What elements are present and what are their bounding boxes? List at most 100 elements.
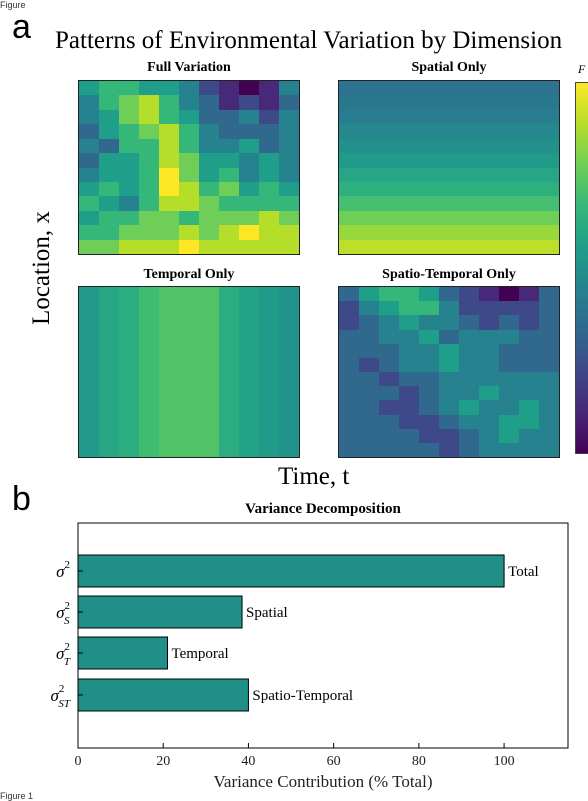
heatmap-cell bbox=[399, 196, 419, 211]
heatmap-cell bbox=[139, 343, 159, 358]
heatmap-cell bbox=[419, 239, 439, 254]
heatmap-cell bbox=[159, 153, 179, 168]
heatmap-cell bbox=[99, 124, 119, 139]
heatmap-cell bbox=[119, 95, 139, 110]
heatmap-cell bbox=[219, 239, 239, 254]
heatmap-cell bbox=[179, 343, 199, 358]
heatmap-cell bbox=[179, 428, 199, 443]
heatmap-cell bbox=[499, 109, 519, 125]
heatmap-cell bbox=[179, 287, 199, 302]
heatmap-cell bbox=[179, 196, 199, 211]
heatmap-cell bbox=[479, 167, 499, 182]
heatmap-cell bbox=[539, 442, 559, 457]
heatmap-cell bbox=[539, 210, 559, 226]
heatmap-cell bbox=[479, 124, 499, 139]
heatmap-cell bbox=[159, 81, 179, 96]
heatmap-cell bbox=[539, 153, 559, 168]
heatmap-cell bbox=[479, 442, 499, 457]
heatmap-cell bbox=[279, 138, 299, 154]
heatmap-cell bbox=[239, 210, 259, 226]
heatmap-cell bbox=[519, 442, 539, 457]
heatmap-cell bbox=[159, 414, 179, 429]
heatmap-cell bbox=[539, 329, 559, 344]
heatmap-cell bbox=[159, 124, 179, 139]
heatmap-cell bbox=[539, 428, 559, 443]
heatmap-cell bbox=[239, 301, 259, 316]
heatmap-cell bbox=[199, 109, 219, 125]
heatmap-cell bbox=[139, 95, 159, 110]
heatmap-cell bbox=[279, 225, 299, 240]
heatmap-cell bbox=[419, 287, 439, 302]
heatmap-cell bbox=[179, 225, 199, 240]
heatmap-cell bbox=[539, 400, 559, 415]
panel-a-xlabel: Time, t bbox=[278, 463, 350, 490]
heatmap-cell bbox=[179, 301, 199, 316]
heatmap-cell bbox=[459, 109, 479, 125]
heatmap-cell bbox=[399, 372, 419, 387]
heatmap-cell bbox=[219, 153, 239, 168]
heatmap-cell bbox=[259, 181, 279, 197]
variance-bar-chart: Variance Decomposition 0 20 40 60 80 100 Total… bbox=[50, 501, 569, 791]
heatmap-cell bbox=[179, 210, 199, 226]
heatmap-cell bbox=[479, 287, 499, 302]
heatmap-cell bbox=[99, 414, 119, 429]
heatmap-cell bbox=[239, 343, 259, 358]
heatmap-cell bbox=[399, 442, 419, 457]
heatmap-cell bbox=[139, 372, 159, 387]
heatmap-cell bbox=[119, 210, 139, 226]
heatmap-cell bbox=[199, 442, 219, 457]
heatmap-cell bbox=[479, 153, 499, 168]
heatmap-cell bbox=[379, 372, 399, 387]
heatmap-cell bbox=[479, 138, 499, 154]
heatmap-cell bbox=[79, 372, 99, 387]
heatmap-cell bbox=[439, 95, 459, 110]
heatmap-cell bbox=[439, 315, 459, 330]
heatmap-cell bbox=[259, 210, 279, 226]
heatmap-cell bbox=[479, 301, 499, 316]
heatmap-cell bbox=[539, 343, 559, 358]
heatmap-cell bbox=[519, 372, 539, 387]
heatmap-cell bbox=[159, 181, 179, 197]
heatmap-cell bbox=[459, 167, 479, 182]
heatmap-cell bbox=[199, 167, 219, 182]
heatmap-cell bbox=[199, 210, 219, 226]
heatmap-cell bbox=[339, 225, 359, 240]
heatmap-cell bbox=[179, 329, 199, 344]
heatmap-cell bbox=[99, 153, 119, 168]
heatmap-cell bbox=[379, 357, 399, 372]
heatmap-cell bbox=[199, 428, 219, 443]
heatmap-cell bbox=[259, 442, 279, 457]
heatmap-cell bbox=[539, 109, 559, 125]
heatmap-cell bbox=[139, 124, 159, 139]
heatmap-cell bbox=[359, 315, 379, 330]
heatmap-cell bbox=[159, 301, 179, 316]
heatmap-cell bbox=[219, 196, 239, 211]
heatmap-cell bbox=[479, 414, 499, 429]
heatmap-cell bbox=[219, 428, 239, 443]
heatmap-cell bbox=[79, 428, 99, 443]
heatmap-cell bbox=[79, 301, 99, 316]
heatmap-cell bbox=[279, 301, 299, 316]
heatmap-cell bbox=[499, 442, 519, 457]
heatmap-cell bbox=[379, 428, 399, 443]
heatmap-cell bbox=[159, 329, 179, 344]
heatmap-cell bbox=[159, 196, 179, 211]
heatmap-cell bbox=[439, 239, 459, 254]
heatmap-cell bbox=[379, 343, 399, 358]
heatmap-cell bbox=[399, 181, 419, 197]
heatmap-cell bbox=[139, 81, 159, 96]
heatmap-cell bbox=[439, 225, 459, 240]
heatmap-cell bbox=[459, 225, 479, 240]
heatmap-cell bbox=[499, 153, 519, 168]
heatmap-cell bbox=[439, 343, 459, 358]
heatmap-cell bbox=[379, 225, 399, 240]
heatmap-cell bbox=[499, 138, 519, 154]
heatmap-cell bbox=[459, 329, 479, 344]
heatmap-cell bbox=[179, 95, 199, 110]
heatmap-cell bbox=[199, 95, 219, 110]
heatmap-cell bbox=[399, 239, 419, 254]
heatmap-cell bbox=[239, 181, 259, 197]
heatmap-cell bbox=[379, 386, 399, 401]
heatmap-cell bbox=[199, 372, 219, 387]
heatmap-cell bbox=[219, 181, 239, 197]
